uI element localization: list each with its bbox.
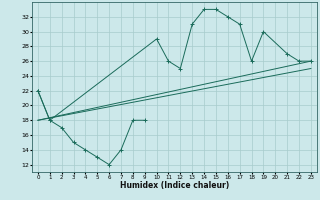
X-axis label: Humidex (Indice chaleur): Humidex (Indice chaleur) (120, 181, 229, 190)
